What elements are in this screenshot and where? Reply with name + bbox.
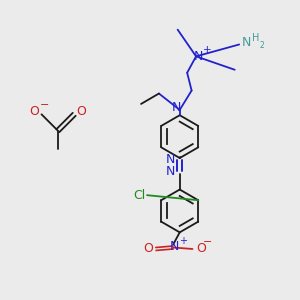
Text: N: N — [166, 166, 176, 178]
Text: N: N — [194, 50, 203, 63]
Text: O: O — [196, 242, 206, 255]
Text: H: H — [252, 33, 260, 43]
Text: N: N — [170, 239, 179, 253]
Text: +: + — [203, 45, 212, 55]
Text: −: − — [40, 100, 49, 110]
Text: +: + — [179, 236, 187, 246]
Text: Cl: Cl — [134, 189, 146, 202]
Text: O: O — [29, 105, 39, 118]
Text: −: − — [203, 237, 213, 248]
Text: N: N — [166, 153, 176, 166]
Text: 2: 2 — [259, 41, 264, 50]
Text: O: O — [77, 105, 87, 118]
Text: O: O — [144, 242, 154, 255]
Text: N: N — [172, 101, 182, 114]
Text: N: N — [242, 36, 251, 49]
